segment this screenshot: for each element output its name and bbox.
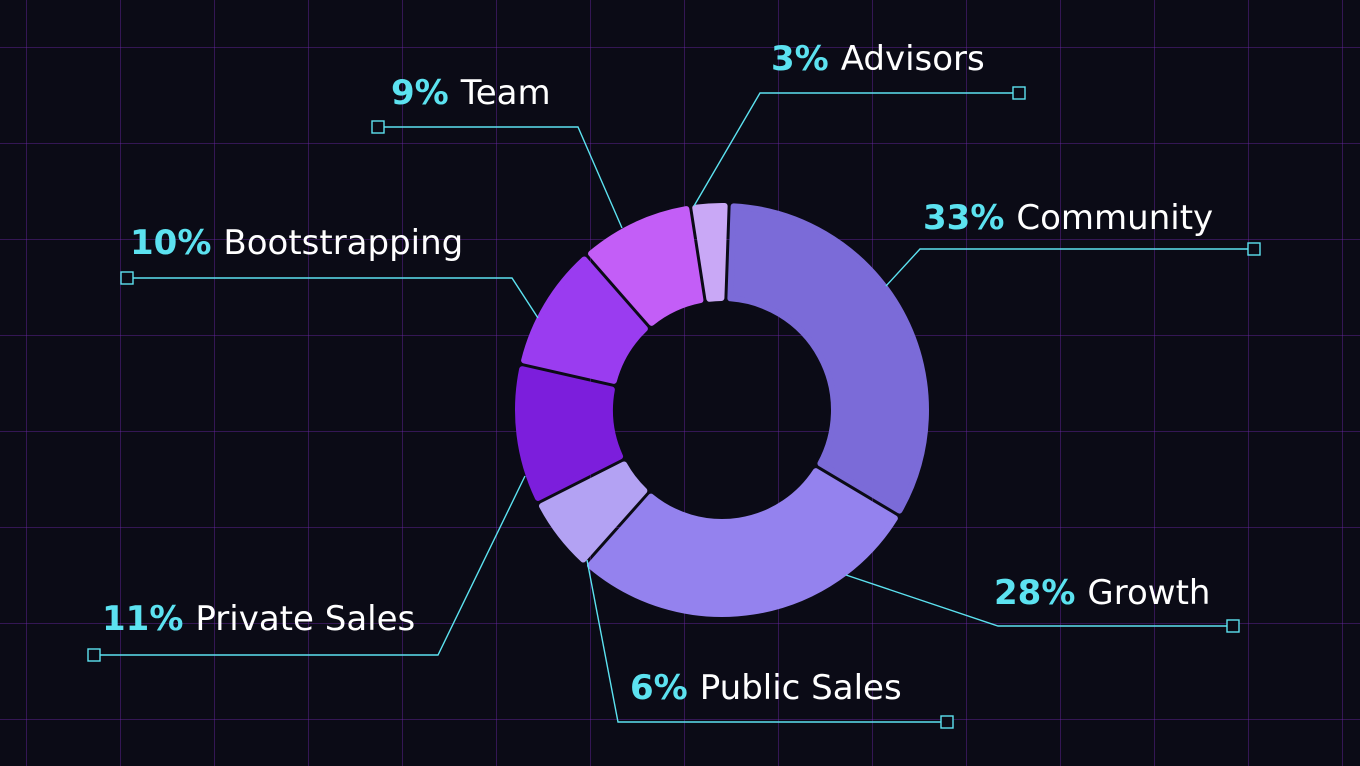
label-value-private-sales: 11% xyxy=(102,599,183,639)
label-growth: 28% Growth xyxy=(994,573,1210,613)
label-category-growth: Growth xyxy=(1087,573,1210,613)
leader-line-team xyxy=(378,126,623,229)
slice-team xyxy=(588,206,704,326)
leader-box-public-sales xyxy=(940,715,954,729)
slice-bootstrapping xyxy=(521,256,648,384)
leader-box-private-sales xyxy=(87,648,101,662)
leader-box-community xyxy=(1247,242,1261,256)
slice-community xyxy=(727,203,929,514)
leader-line-advisors xyxy=(693,92,1019,207)
label-advisors: 3% Advisors xyxy=(771,39,985,79)
leader-line-community xyxy=(885,248,1254,287)
label-category-public-sales: Public Sales xyxy=(700,668,902,708)
label-public-sales: 6% Public Sales xyxy=(630,668,902,708)
label-value-team: 9% xyxy=(391,73,449,113)
slice-advisors xyxy=(692,203,728,302)
leader-line-bootstrapping xyxy=(127,277,539,319)
label-private-sales: 11% Private Sales xyxy=(102,599,415,639)
leader-line-growth xyxy=(845,574,1233,627)
label-category-advisors: Advisors xyxy=(841,39,985,79)
label-category-bootstrapping: Bootstrapping xyxy=(223,223,463,263)
label-team: 9% Team xyxy=(391,73,551,113)
slice-private-sales xyxy=(515,366,624,501)
label-value-bootstrapping: 10% xyxy=(130,223,211,263)
leader-line-private-sales xyxy=(94,475,526,656)
leader-box-bootstrapping xyxy=(120,271,134,285)
label-community: 33% Community xyxy=(923,198,1213,238)
slice-growth xyxy=(586,468,898,617)
label-value-growth: 28% xyxy=(994,573,1075,613)
leader-box-team xyxy=(371,120,385,134)
label-category-community: Community xyxy=(1016,198,1213,238)
slice-public-sales xyxy=(538,461,648,563)
leader-box-growth xyxy=(1226,619,1240,633)
label-category-team: Team xyxy=(460,73,551,113)
leader-line-public-sales xyxy=(586,559,947,723)
label-category-private-sales: Private Sales xyxy=(195,599,415,639)
label-bootstrapping: 10% Bootstrapping xyxy=(130,223,463,263)
label-value-public-sales: 6% xyxy=(630,668,688,708)
label-value-community: 33% xyxy=(923,198,1004,238)
label-value-advisors: 3% xyxy=(771,39,829,79)
leader-box-advisors xyxy=(1012,86,1026,100)
